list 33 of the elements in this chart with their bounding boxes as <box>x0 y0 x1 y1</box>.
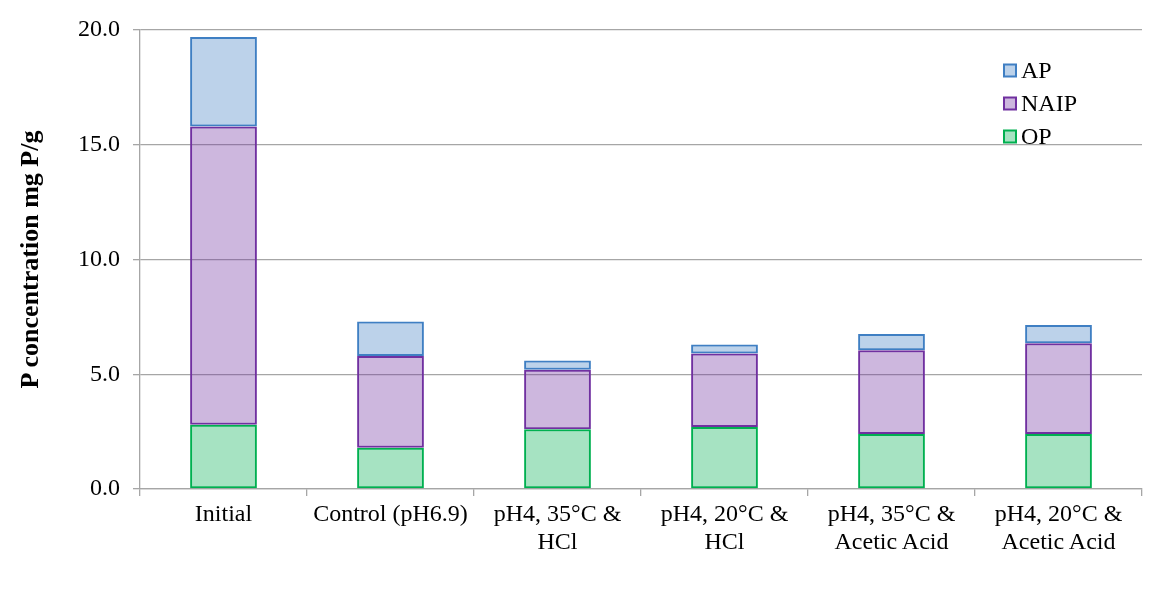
bar <box>691 353 758 428</box>
x-tick-label: pH4, 35°C & HCl <box>493 500 622 555</box>
legend-label: NAIP <box>1021 89 1078 116</box>
legend-label: AP <box>1021 56 1052 83</box>
bar <box>190 36 257 127</box>
bar <box>357 321 424 356</box>
bar <box>858 433 925 489</box>
bar <box>858 334 925 351</box>
bar <box>1025 324 1092 344</box>
y-tick-label: 5.0 <box>90 359 120 386</box>
x-tick-label: pH4, 20°C & Acetic Acid <box>994 500 1123 555</box>
y-axis-title: P concentration mg P/g <box>15 130 45 389</box>
bar <box>524 369 591 430</box>
y-tick-label: 0.0 <box>90 474 120 501</box>
bar <box>691 344 758 354</box>
y-tick-label: 10.0 <box>78 244 120 271</box>
x-tick-label: pH4, 20°C & HCl <box>660 500 789 555</box>
bar <box>691 427 758 489</box>
legend-label: OP <box>1021 122 1052 149</box>
x-tick-label: pH4, 35°C & Acetic Acid <box>827 500 956 555</box>
bar <box>524 429 591 489</box>
bar <box>524 360 591 370</box>
bar <box>1025 433 1092 489</box>
x-tick-label: Control (pH6.9) <box>313 500 468 527</box>
bar <box>190 126 257 425</box>
bar <box>190 424 257 489</box>
bar <box>357 447 424 489</box>
bar <box>357 355 424 448</box>
bar <box>858 350 925 434</box>
y-tick-label: 15.0 <box>78 130 120 157</box>
y-tick-label: 20.0 <box>78 15 120 42</box>
x-tick-label: Initial <box>194 500 253 527</box>
bar <box>1025 343 1092 434</box>
